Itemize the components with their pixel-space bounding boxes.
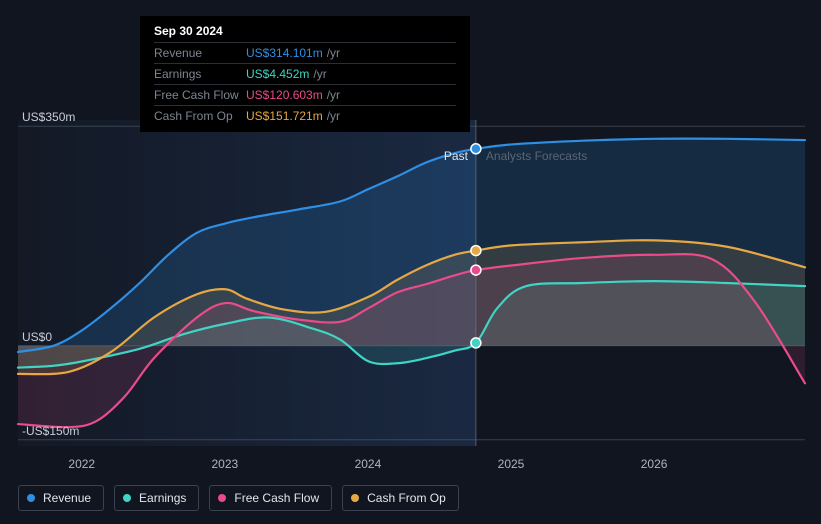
tooltip-metric-label: Free Cash Flow — [154, 88, 246, 102]
legend-item-cfo[interactable]: Cash From Op — [342, 485, 459, 511]
tooltip-metric-label: Earnings — [154, 67, 246, 81]
tooltip-metric-value: US$314.101m — [246, 46, 323, 60]
tooltip-row: EarningsUS$4.452m/yr — [154, 63, 456, 84]
legend-label: Earnings — [139, 491, 186, 505]
marker-dot-revenue[interactable] — [471, 144, 481, 154]
x-tick-label: 2023 — [211, 457, 238, 471]
tooltip-metric-value: US$4.452m — [246, 67, 309, 81]
legend-dot-icon — [123, 494, 131, 502]
legend-label: Free Cash Flow — [234, 491, 319, 505]
tooltip-rows: RevenueUS$314.101m/yrEarningsUS$4.452m/y… — [154, 42, 456, 126]
tooltip-metric-unit: /yr — [313, 67, 326, 81]
legend-label: Cash From Op — [367, 491, 446, 505]
legend-dot-icon — [27, 494, 35, 502]
tooltip-metric-unit: /yr — [327, 46, 340, 60]
y-tick-label: US$350m — [22, 110, 75, 124]
tooltip-metric-value: US$151.721m — [246, 109, 323, 123]
legend-item-earnings[interactable]: Earnings — [114, 485, 199, 511]
tooltip-row: Free Cash FlowUS$120.603m/yr — [154, 84, 456, 105]
tooltip-metric-label: Cash From Op — [154, 109, 246, 123]
forecast-label: Analysts Forecasts — [486, 149, 587, 163]
tooltip-row: RevenueUS$314.101m/yr — [154, 42, 456, 63]
x-tick-label: 2025 — [498, 457, 525, 471]
tooltip-metric-unit: /yr — [327, 88, 340, 102]
legend-label: Revenue — [43, 491, 91, 505]
x-tick-label: 2024 — [355, 457, 382, 471]
legend-dot-icon — [351, 494, 359, 502]
chart-tooltip: Sep 30 2024 RevenueUS$314.101m/yrEarning… — [140, 16, 470, 132]
chart-legend: Revenue Earnings Free Cash Flow Cash From O… — [18, 485, 459, 511]
tooltip-metric-unit: /yr — [327, 109, 340, 123]
tooltip-metric-value: US$120.603m — [246, 88, 323, 102]
legend-item-revenue[interactable]: Revenue — [18, 485, 104, 511]
tooltip-row: Cash From OpUS$151.721m/yr — [154, 105, 456, 126]
x-tick-label: 2026 — [641, 457, 668, 471]
x-tick-label: 2022 — [68, 457, 95, 471]
marker-dot-cfo[interactable] — [471, 246, 481, 256]
y-tick-label: US$0 — [22, 330, 52, 344]
legend-dot-icon — [218, 494, 226, 502]
legend-item-fcf[interactable]: Free Cash Flow — [209, 485, 332, 511]
tooltip-metric-label: Revenue — [154, 46, 246, 60]
y-tick-label: -US$150m — [22, 424, 79, 438]
tooltip-date: Sep 30 2024 — [154, 24, 456, 38]
financial-chart: Sep 30 2024 RevenueUS$314.101m/yrEarning… — [0, 0, 821, 524]
marker-dot-earnings[interactable] — [471, 338, 481, 348]
marker-dot-fcf[interactable] — [471, 265, 481, 275]
past-label: Past — [444, 149, 468, 163]
